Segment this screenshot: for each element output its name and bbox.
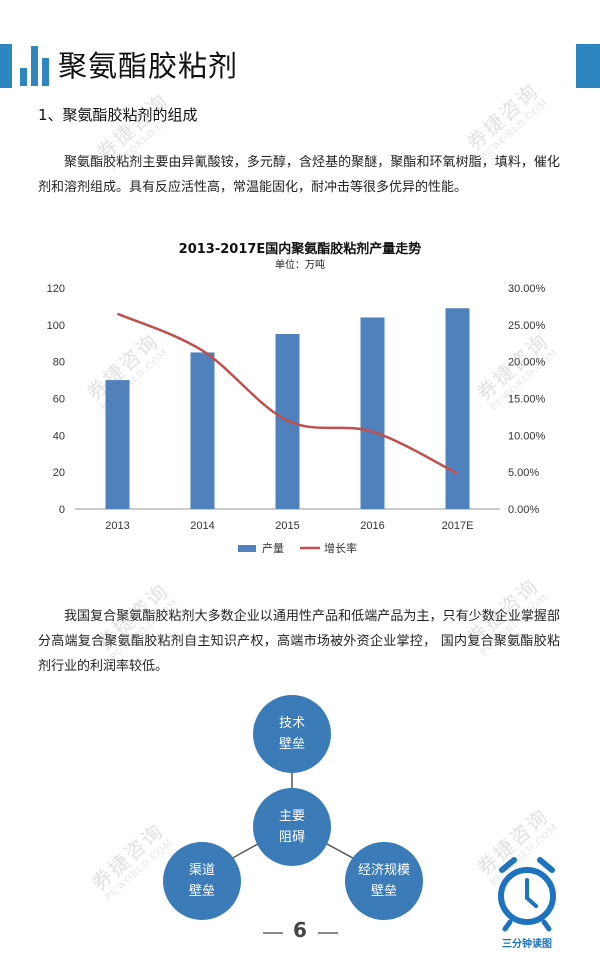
alarm-clock-icon	[498, 857, 556, 932]
page-number-dash-right	[318, 932, 338, 934]
y2-tick-label: 5.00%	[508, 467, 539, 479]
growth-rate-line	[117, 312, 459, 475]
x-tick-label: 2013	[105, 520, 129, 532]
circle-scale-line1: 经济规模	[357, 863, 410, 878]
y-tick-label: 20	[53, 467, 65, 479]
circle-channel-line2: 壁垒	[188, 884, 215, 899]
legend-label-production: 产量	[262, 541, 284, 555]
circle-tech-line1: 技术	[278, 716, 305, 731]
chart-unit-label: 单位：万吨	[275, 260, 325, 271]
section-heading: 1、聚氨酯胶粘剂的组成	[38, 106, 198, 124]
header-accent-bar-right	[576, 44, 600, 88]
y-tick-label: 0	[59, 504, 65, 516]
circle-main-line2: 阻碍	[278, 830, 305, 845]
y2-tick-label: 15.00%	[508, 394, 546, 406]
reading-badge-label: 三分钟读图	[502, 939, 552, 950]
x-tick-label: 2014	[190, 520, 214, 532]
production-chart: 0 20 40 60 80 100 120 0.00% 5.00% 10.00% 15.00% 20.…	[47, 283, 546, 555]
intro-paragraph: 聚氨酯胶粘剂主要由异氰酸铵，多元醇，含烃基的聚醚，聚酯和环氧树脂，填料，催化剂和…	[38, 155, 560, 195]
bar	[190, 352, 215, 509]
y2-tick-label: 25.00%	[508, 320, 546, 332]
circle-scale-line2: 壁垒	[370, 884, 397, 899]
x-tick-label: 2015	[275, 520, 299, 532]
y2-tick-label: 30.00%	[508, 283, 546, 295]
y-tick-label: 100	[47, 320, 65, 332]
circle-tech-line2: 壁垒	[278, 737, 305, 752]
page-number: 6	[293, 918, 307, 942]
y-tick-label: 120	[47, 283, 65, 295]
legend-label-growth: 增长率	[324, 541, 357, 555]
chart-title: 2013-2017E国内聚氨酯胶粘剂产量走势	[178, 242, 422, 257]
bar	[105, 380, 130, 509]
y2-tick-label: 20.00%	[508, 357, 546, 369]
bar	[360, 317, 385, 509]
circle-main-obstacle: 主要 阻碍	[253, 788, 331, 866]
circle-tech-barrier: 技术 壁垒	[253, 695, 331, 773]
circle-main-line1: 主要	[278, 809, 305, 824]
header-accent-bar-left	[0, 44, 12, 88]
page-number-dash-left	[263, 932, 283, 934]
circle-channel-barrier: 渠道 壁垒	[163, 842, 241, 920]
bar-chart-logo-icon	[20, 46, 50, 86]
legend-swatch-production	[238, 545, 256, 552]
circle-scale-barrier: 经济规模 壁垒	[345, 842, 423, 920]
x-tick-label: 2016	[360, 520, 384, 532]
y-tick-label: 80	[53, 357, 65, 369]
x-tick-label: 2017E	[442, 520, 474, 532]
bar	[445, 308, 470, 509]
circle-channel-line1: 渠道	[188, 863, 215, 878]
page-title: 聚氨酯胶粘剂	[58, 49, 239, 83]
y-tick-label: 60	[53, 394, 65, 406]
market-paragraph: 我国复合聚氨酯胶粘剂大多数企业以通用性产品和低端产品为主，只有少数企业掌握部分高…	[38, 609, 560, 674]
y2-tick-label: 0.00%	[508, 504, 539, 516]
y-tick-label: 40	[53, 430, 65, 442]
y2-tick-label: 10.00%	[508, 430, 546, 442]
